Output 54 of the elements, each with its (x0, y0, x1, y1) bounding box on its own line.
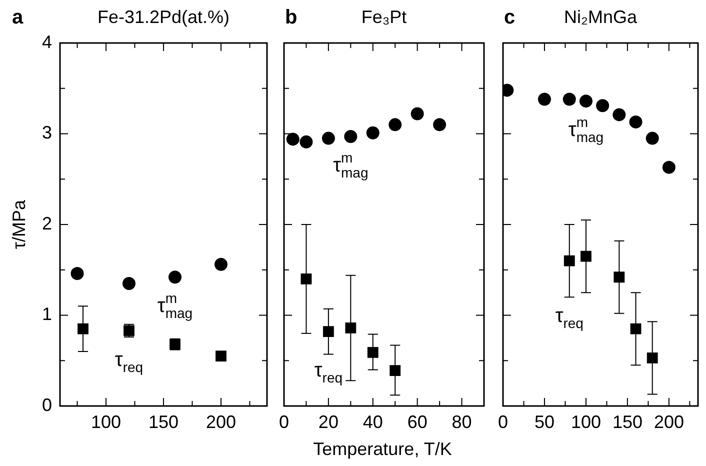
point (323, 326, 334, 338)
y-tick-label: 2 (42, 213, 52, 234)
point (344, 130, 358, 143)
x-tick-label: 40 (362, 412, 383, 432)
chart-title: Fe-31.2Pd(at.%) (97, 6, 230, 27)
point (538, 92, 551, 106)
x-tick-label: 0 (498, 412, 508, 432)
point (367, 347, 378, 358)
x-tick-label: 80 (452, 412, 472, 432)
point (596, 99, 610, 112)
point (122, 276, 136, 290)
y-tick-label: 1 (42, 304, 52, 324)
point (345, 322, 356, 334)
chart-title: Fe₃Pt (361, 6, 407, 27)
point (562, 92, 576, 106)
point (214, 258, 228, 271)
point (614, 272, 625, 283)
point (216, 350, 226, 362)
point (662, 160, 676, 174)
text: a (12, 6, 24, 29)
y-tick-label: 0 (42, 394, 52, 415)
point (579, 94, 592, 108)
point (612, 108, 626, 122)
x-tick-label: 0 (279, 412, 290, 432)
point (366, 126, 380, 140)
x-tick-label: 200 (654, 412, 684, 432)
point (388, 118, 402, 132)
x-axis-title: Temperature, T/K (313, 438, 452, 459)
point (322, 132, 335, 145)
point (646, 352, 658, 364)
text: c (504, 6, 516, 29)
point (78, 323, 88, 334)
x-tick-label: 200 (206, 412, 236, 432)
point (70, 267, 84, 280)
x-tick-label: 60 (407, 412, 428, 432)
y-tick-label: 3 (42, 122, 52, 143)
point (300, 135, 313, 148)
point (410, 107, 424, 120)
point (390, 365, 401, 376)
point (168, 270, 182, 284)
point (629, 115, 642, 128)
chart-title: Ni₂MnGa (564, 6, 638, 27)
x-tick-label: 50 (534, 412, 555, 432)
point (646, 132, 659, 145)
y-tick-label: 4 (42, 32, 52, 52)
text: b (285, 6, 298, 29)
x-tick-label: 150 (148, 412, 179, 432)
x-tick-label: 100 (570, 412, 602, 432)
point (433, 118, 446, 132)
y-axis-title: τ/MPa (8, 198, 29, 250)
x-tick-label: 100 (90, 412, 122, 432)
x-tick-label: 20 (318, 412, 338, 432)
x-tick-label: 150 (612, 412, 642, 432)
point (286, 132, 300, 146)
